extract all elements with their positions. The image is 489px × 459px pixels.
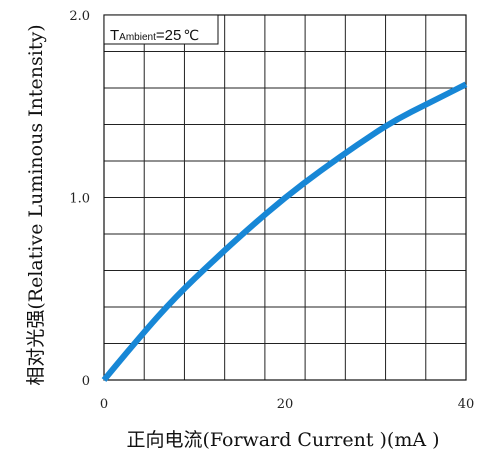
data-point bbox=[246, 226, 252, 232]
y-tick-label: 0 bbox=[82, 374, 90, 389]
annotation-text: TAmbient=25 ℃ bbox=[110, 27, 199, 44]
data-point bbox=[354, 142, 360, 148]
data-point bbox=[137, 333, 143, 339]
data-point bbox=[318, 167, 324, 173]
x-tick-labels: 0 20 40 bbox=[100, 397, 474, 412]
y-axis-label: 相对光强(Relative Luminous Intensity) bbox=[25, 24, 47, 385]
series-line bbox=[101, 81, 468, 382]
y-tick-labels: 0 1.0 2.0 bbox=[69, 9, 90, 389]
annotation-box bbox=[103, 14, 219, 45]
data-point bbox=[101, 377, 107, 383]
plot-border bbox=[103, 14, 467, 381]
y-tick-label: 2.0 bbox=[69, 9, 90, 24]
x-tick-label: 40 bbox=[458, 397, 475, 412]
grid bbox=[104, 15, 466, 380]
y-tick-label: 1.0 bbox=[69, 192, 90, 207]
data-point bbox=[173, 293, 179, 299]
data-point bbox=[282, 195, 288, 201]
data-point bbox=[463, 81, 469, 87]
x-tick-label: 0 bbox=[100, 397, 108, 412]
annotation: TAmbient=25 ℃ bbox=[103, 14, 219, 45]
data-point bbox=[210, 258, 216, 264]
data-point bbox=[391, 118, 397, 124]
data-point bbox=[427, 100, 433, 106]
x-axis-label: 正向电流(Forward Current )(mA ) bbox=[126, 429, 439, 451]
x-tick-label: 20 bbox=[277, 397, 294, 412]
